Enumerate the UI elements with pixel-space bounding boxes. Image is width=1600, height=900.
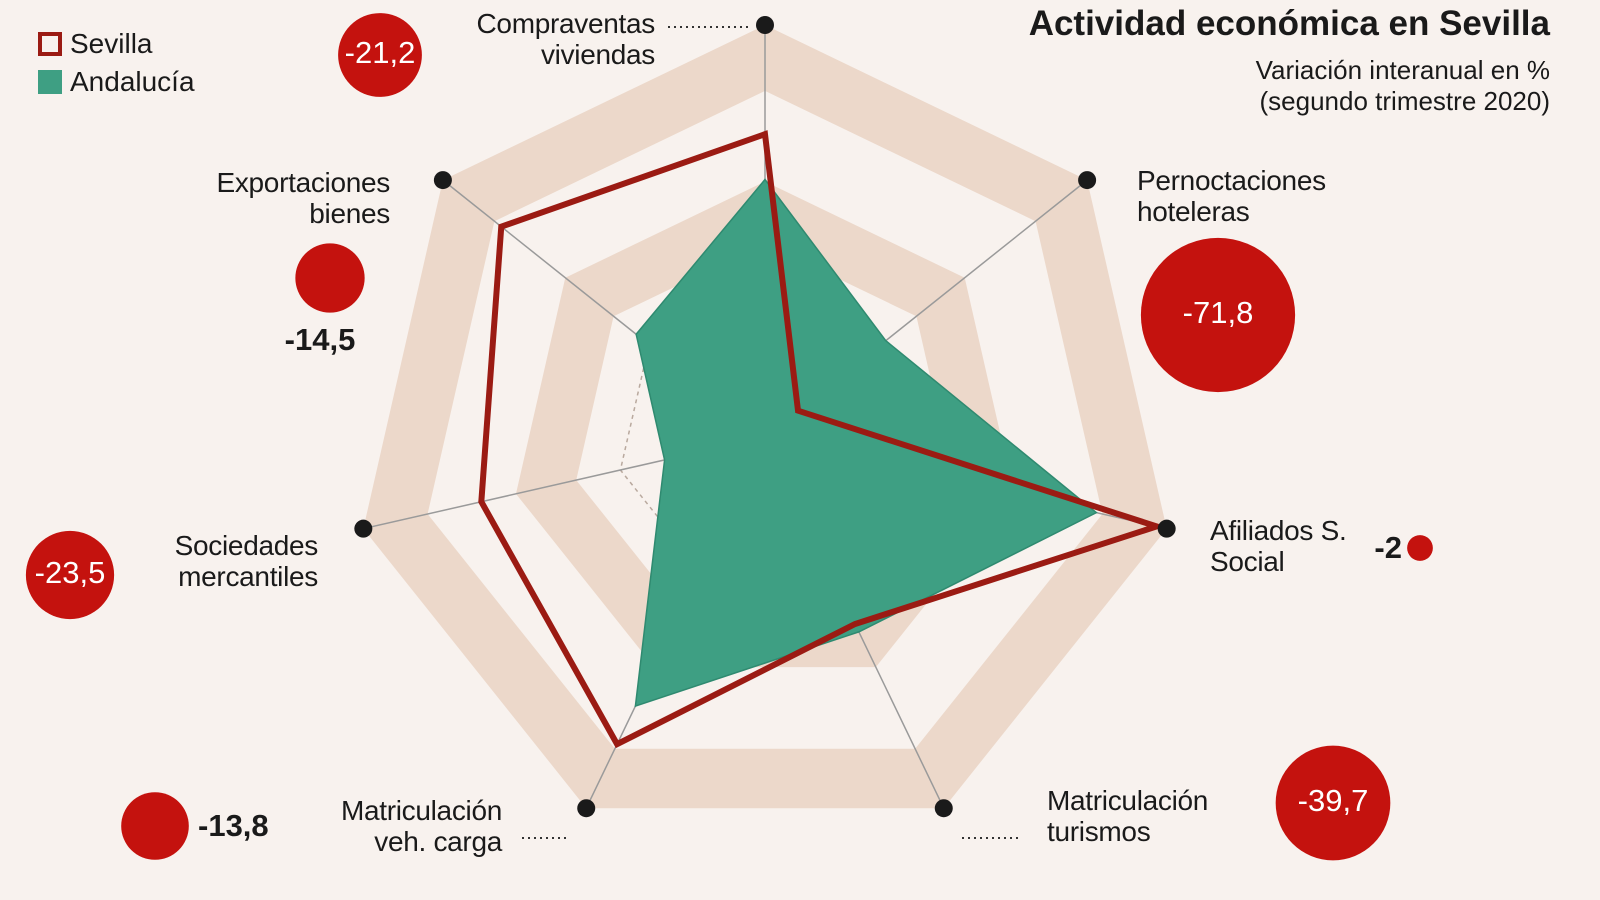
legend-label: Sevilla: [70, 28, 153, 59]
category-label: Afiliados S. Social: [1210, 515, 1347, 577]
category-label: Exportaciones bienes: [216, 167, 390, 229]
legend-swatch: [38, 70, 62, 94]
value-label: -39,7: [1298, 783, 1369, 818]
axis-dot: [934, 799, 953, 818]
axis-dot: [1078, 171, 1097, 190]
bubble: [121, 792, 189, 860]
category-label: Matriculación turismos: [1047, 785, 1209, 847]
axis-dot: [433, 171, 452, 190]
bubble: [1275, 745, 1391, 861]
category-label: Sociedades mercantiles: [174, 530, 319, 592]
category-label: Matriculación veh. carga: [340, 795, 502, 857]
bubble: [295, 243, 365, 313]
value-label: -14,5: [285, 322, 356, 357]
category-label: Compraventas viviendas: [476, 8, 656, 70]
bubble: [1140, 237, 1296, 393]
value-label: -13,8: [198, 808, 269, 843]
axis-dot: [577, 799, 596, 818]
value-label: -21,2: [345, 35, 416, 70]
bubble: [338, 13, 422, 97]
value-label: -23,5: [35, 555, 106, 590]
radar-series: [634, 178, 1098, 708]
chart-title: Actividad económica en Sevilla: [1028, 4, 1550, 43]
axis-dot: [756, 16, 774, 34]
legend-label: Andalucía: [70, 66, 195, 97]
bubble: [1407, 535, 1433, 561]
category-label: Pernoctaciones hoteleras: [1137, 165, 1326, 227]
axis-dot: [1157, 519, 1176, 538]
axis-dot: [354, 519, 373, 538]
legend-swatch: [38, 32, 62, 56]
radar-series: [478, 130, 1167, 749]
value-label: -2: [1374, 530, 1402, 565]
chart-subtitle: Variación interanual en % (segundo trime…: [1255, 55, 1550, 116]
bubble: [25, 530, 115, 620]
value-label: -71,8: [1183, 295, 1254, 330]
